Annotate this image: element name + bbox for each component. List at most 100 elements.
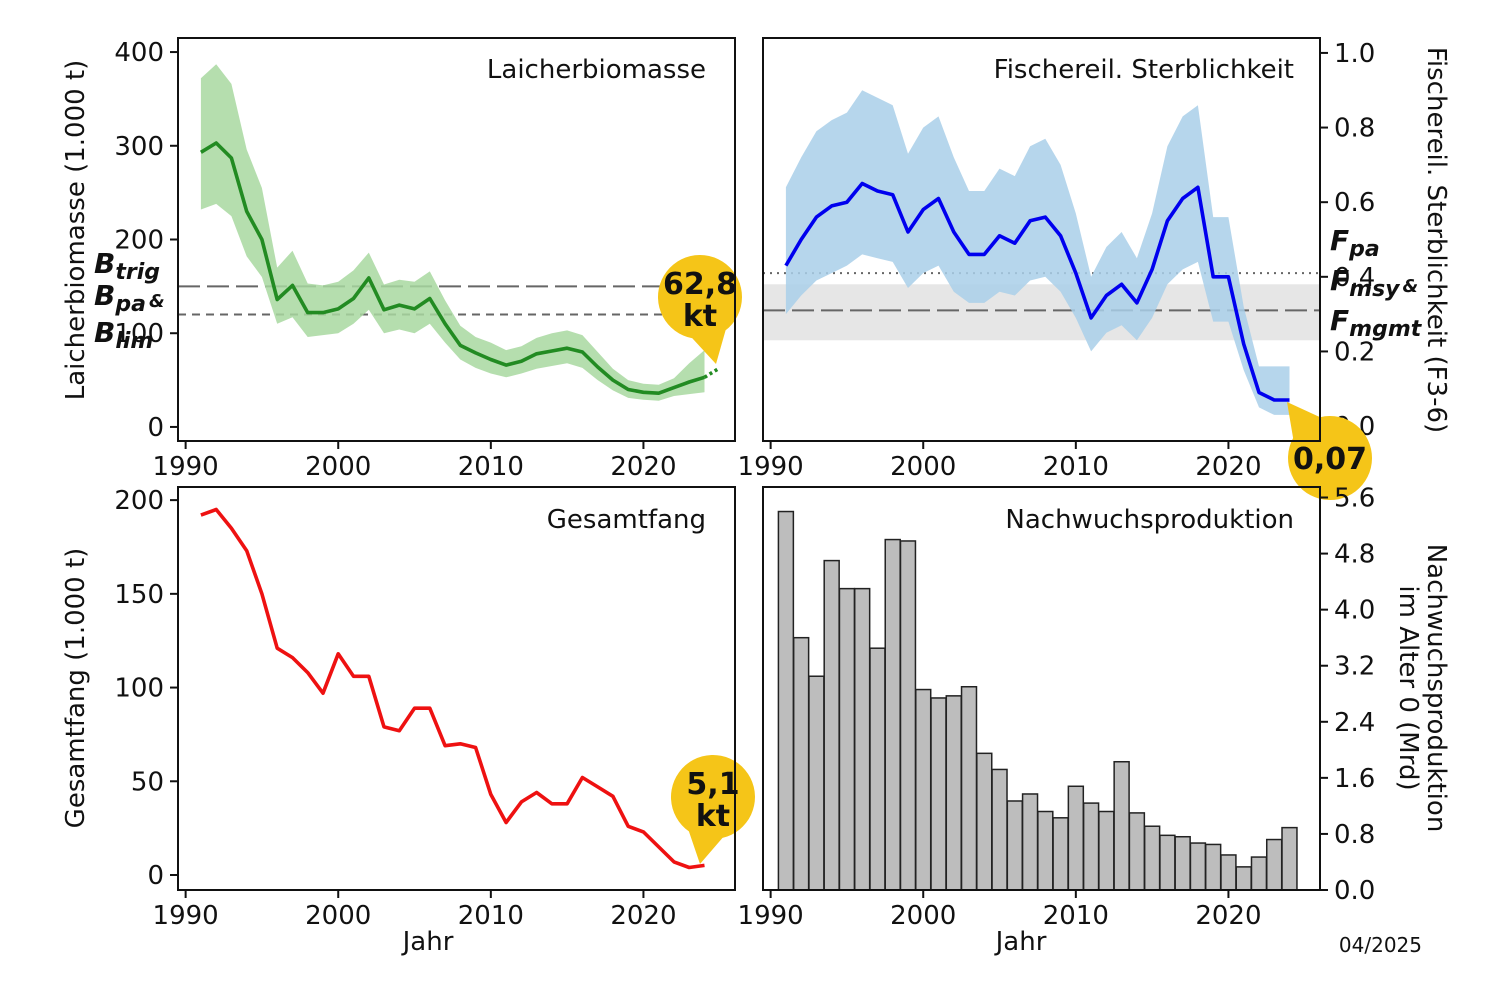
panel-nachwuchsproduktion: 0.0 0.8 1.6 2.4 3.2 4.0 4.8 5.6 1990 2000 2010 2020… [738,484,1451,957]
bar [777,510,795,891]
bar [1037,810,1054,891]
y-tick-label: 200 [114,226,164,256]
bar [991,768,1008,891]
reference-label-main: F [1330,264,1349,297]
forecast-line [703,366,721,379]
x-tick-label: 1990 [153,901,219,931]
reference-label-sub: msy [1349,277,1401,302]
bar [838,587,856,891]
reference-label-main: B [94,316,115,349]
x-tick-label: 1990 [153,452,219,482]
y-tick-label: 2.4 [1334,708,1375,738]
y-axis-label-line-1: Nachwuchsproduktion [1421,544,1451,833]
reference-label-main: B [94,279,115,312]
series-line [199,141,706,396]
x-axis-label: Jahr [401,927,454,957]
bar [1235,866,1252,891]
bar [976,752,993,891]
reference-label-main: F [1330,304,1349,337]
x-tick-label: 2020 [1195,901,1261,931]
value-callout-bubble [657,255,742,364]
x-tick-label: 1990 [738,901,804,931]
panel-title: Gesamtfang [547,505,706,535]
plot-frame [177,37,736,442]
panel-fischereil-sterblichkeit: 0.00.20.40.60.81.01990200020102020FpaFms… [738,37,1451,501]
series-line [784,181,1290,402]
reference-label-suffix: & [149,291,165,312]
reference-label-sub: mgmt [1349,317,1423,342]
bar [808,675,825,891]
x-tick-label: 2010 [1043,452,1109,482]
value-callout-bubble [670,754,755,864]
bar [869,647,886,891]
bar [1006,800,1024,891]
y-axis-label: Fischereil. Sterblichkeit (F3-6) [1421,47,1451,433]
bar [1128,812,1146,891]
x-tick-label: 2000 [305,901,371,931]
reference-label: Fmgmt [1330,304,1423,342]
value-callout-text: 0,07 [1293,442,1367,477]
reference-label-sub: pa [114,292,146,317]
bar [1143,825,1161,891]
y-tick-label: 0.2 [1334,337,1375,367]
bar [1204,843,1222,891]
y-tick-label: 200 [114,486,164,516]
y-tick-label: 4.0 [1334,596,1375,626]
y-tick-label: 100 [114,319,164,349]
panel-title: Fischereil. Sterblichkeit [994,55,1294,85]
x-tick-label: 2010 [458,452,524,482]
y-tick-label: 300 [114,132,164,162]
reference-label: Btrig [94,247,160,285]
plot-frame [762,486,1321,891]
bar [1220,854,1237,891]
bar [1159,834,1176,891]
y-tick-label: 100 [114,674,164,704]
x-tick-label: 2000 [890,452,956,482]
y-axis-label: Gesamtfang (1.000 t) [61,548,91,829]
x-tick-label: 2020 [1195,452,1261,482]
y-tick-label: 4.8 [1334,540,1375,570]
confidence-band [200,64,705,401]
bar [1052,817,1069,891]
bar [899,540,917,891]
reference-label: Bpa & [94,279,165,317]
y-tick-label: 150 [114,580,164,610]
x-tick-label: 2000 [890,901,956,931]
y-tick-label: 0.8 [1334,114,1375,144]
reference-label: Fpa [1330,224,1380,262]
reference-label-main: F [1330,224,1349,257]
y-axis-label-line-2: im Alter 0 (Mrd) [1393,585,1423,790]
bar [1281,826,1298,891]
reference-label-sub: lim [115,329,153,354]
value-callout-text: kt [696,799,730,834]
confidence-band [785,90,1290,415]
panel-title: Laicherbiomasse [487,55,706,85]
x-axis-label: Jahr [994,927,1047,957]
y-axis-label: Laicherbiomasse (1.000 t) [61,60,91,401]
date-stamp: 04/2025 [1339,933,1422,957]
reference-label-main: B [94,247,115,280]
y-tick-label: 0.0 [1334,876,1375,906]
panel-gesamtfang: 0 50 100 150 200 1990 2000 2010 2020 5,1kt Gesamt… [61,486,755,957]
value-callout-bubble [1287,402,1373,501]
reference-label-sub: trig [115,260,160,285]
reference-label-sub: pa [1348,237,1380,262]
series-line [200,507,705,870]
bar [1189,842,1207,891]
y-tick-label: 400 [114,38,164,68]
bar [853,587,871,891]
bar [1113,760,1130,891]
y-tick-label: 0 [147,413,164,443]
plot-frame [762,37,1321,442]
y-tick-label: 50 [131,767,164,797]
bar [1250,856,1268,891]
panel-title: Nachwuchsproduktion [1005,505,1294,535]
x-tick-label: 1990 [738,452,804,482]
x-tick-label: 2020 [610,452,676,482]
bar [915,688,932,891]
value-callout-text: kt [683,299,717,334]
bar [1174,835,1191,891]
plot-frame [177,486,736,891]
